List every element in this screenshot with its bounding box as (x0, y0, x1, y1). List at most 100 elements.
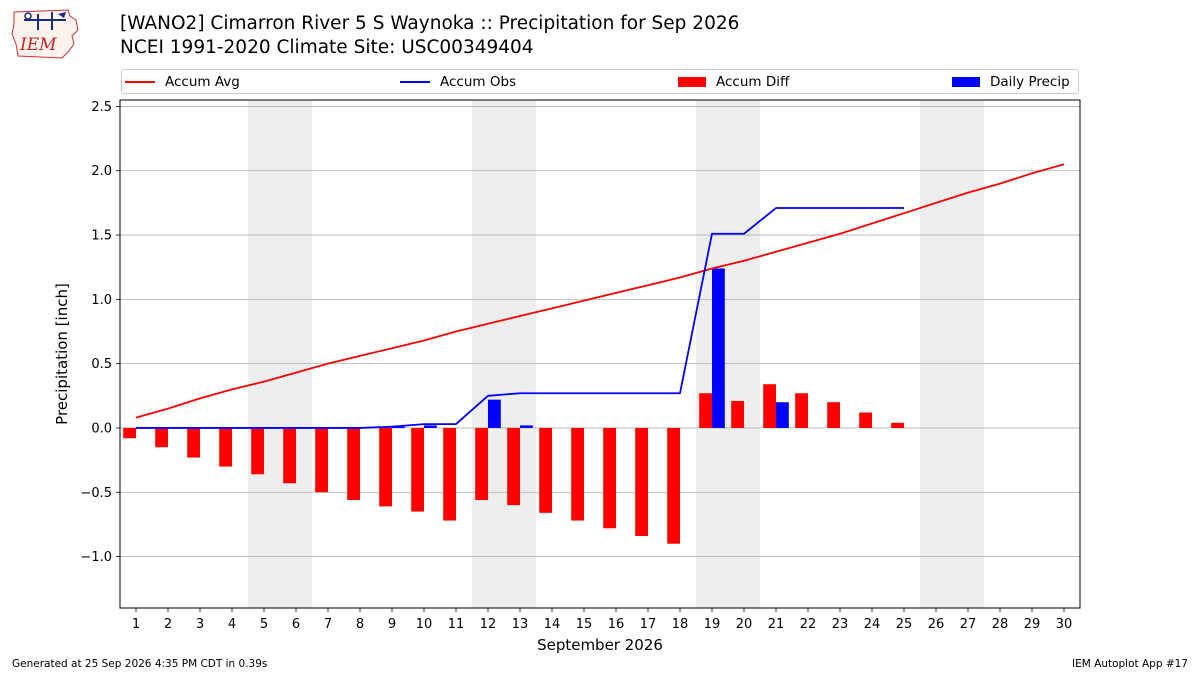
legend-swatch-accum-obs (400, 81, 430, 83)
accum-diff-bar-19 (699, 393, 712, 428)
bar-series (123, 268, 904, 544)
weekend-band-26 (920, 100, 952, 608)
accum-diff-bar-17 (635, 427, 648, 536)
weekend-band-13 (504, 100, 536, 608)
accum-diff-bar-11 (443, 427, 456, 521)
chart-title: [WANO2] Cimarron River 5 S Waynoka :: Pr… (120, 12, 739, 60)
x-tick-label-13: 13 (512, 617, 529, 632)
x-tick-label-9: 9 (388, 617, 396, 632)
legend-item-accum-diff: Accum Diff (678, 73, 789, 91)
y-tick-label-1: −0.5 (80, 486, 112, 501)
accum-obs-line (136, 207, 904, 429)
logo-text: IEM (19, 35, 57, 55)
accum-diff-bar-22 (795, 393, 808, 428)
grid-lines (120, 106, 1080, 557)
daily-precip-bar-12 (488, 399, 501, 428)
accum-diff-bar-24 (859, 412, 872, 428)
accum-diff-bar-4 (219, 427, 232, 467)
legend-label-daily-precip: Daily Precip (990, 74, 1070, 90)
x-tick-label-29: 29 (1024, 617, 1041, 632)
accum-diff-bar-20 (731, 400, 744, 428)
line-series (135, 163, 1065, 429)
accum-diff-bar-6 (283, 427, 296, 484)
weekend-band-5 (248, 100, 280, 608)
x-tick-label-25: 25 (896, 617, 913, 632)
accum-diff-bar-10 (411, 427, 424, 512)
weekend-band-6 (280, 100, 312, 608)
x-tick-label-16: 16 (608, 617, 625, 632)
x-tick-label-2: 2 (164, 617, 172, 632)
weekend-band-12 (472, 100, 504, 608)
x-tick-label-20: 20 (736, 617, 753, 632)
accum-diff-bar-14 (539, 427, 552, 513)
x-axis-label: September 2026 (537, 636, 663, 654)
daily-precip-bar-19 (712, 268, 725, 428)
y-tick-label-5: 1.5 (91, 229, 112, 244)
legend-item-daily-precip: Daily Precip (952, 73, 1070, 91)
accum-diff-bar-16 (603, 427, 616, 529)
legend-swatch-accum-avg (125, 81, 155, 83)
weekend-bands (248, 100, 984, 608)
daily-precip-bar-9 (392, 426, 405, 428)
y-tick-label-3: 0.5 (91, 357, 112, 372)
accum-diff-bar-5 (251, 427, 264, 475)
x-tick-label-18: 18 (672, 617, 689, 632)
x-tick-label-10: 10 (416, 617, 433, 632)
x-tick-label-24: 24 (864, 617, 881, 632)
accum-diff-bar-2 (155, 427, 168, 448)
x-tick-label-12: 12 (480, 617, 497, 632)
accum-diff-bar-15 (571, 427, 584, 521)
plot-frame (119, 99, 1081, 609)
x-tick-label-19: 19 (704, 617, 721, 632)
x-tick-label-27: 27 (960, 617, 977, 632)
x-tick-label-26: 26 (928, 617, 945, 632)
x-tick-label-17: 17 (640, 617, 657, 632)
accum-diff-bar-3 (187, 427, 200, 458)
accum-diff-bar-12 (475, 427, 488, 500)
x-tick-label-21: 21 (768, 617, 785, 632)
daily-precip-bar-10 (424, 425, 437, 428)
daily-precip-bar-21 (776, 402, 789, 428)
legend-label-accum-avg: Accum Avg (165, 74, 240, 90)
x-tick-label-23: 23 (832, 617, 849, 632)
x-tick-label-15: 15 (576, 617, 593, 632)
y-tick-label-6: 2.0 (91, 164, 112, 179)
accum-diff-bar-9 (379, 427, 392, 507)
x-tick-label-8: 8 (356, 617, 364, 632)
autoplot-app-label: IEM Autoplot App #17 (1072, 658, 1188, 670)
accum-diff-bar-1 (123, 427, 136, 439)
accum-diff-bar-25 (891, 422, 904, 428)
x-tick-label-11: 11 (448, 617, 465, 632)
x-tick-label-22: 22 (800, 617, 817, 632)
y-axis-label: Precipitation [inch] (53, 283, 71, 425)
title-line-2: NCEI 1991-2020 Climate Site: USC00349404 (120, 37, 534, 58)
daily-precip-bar-13 (520, 425, 533, 428)
generated-timestamp: Generated at 25 Sep 2026 4:35 PM CDT in … (12, 658, 268, 670)
legend-item-accum-obs: Accum Obs (400, 73, 516, 91)
x-tick-label-30: 30 (1056, 617, 1073, 632)
x-tick-label-5: 5 (260, 617, 268, 632)
x-tick-label-1: 1 (132, 617, 140, 632)
axes: −1.0−0.50.00.51.01.52.02.51 2 3 4 5 6 7 8 9 10 11 1… (80, 99, 1081, 632)
x-tick-label-14: 14 (544, 617, 561, 632)
accum-diff-bar-13 (507, 427, 520, 506)
title-line-1: [WANO2] Cimarron River 5 S Waynoka :: Pr… (120, 13, 740, 34)
y-tick-label-0: −1.0 (80, 550, 112, 565)
accum-diff-bar-7 (315, 427, 328, 493)
accum-avg-line (135, 163, 1065, 419)
iem-logo: IEM (8, 6, 82, 60)
y-tick-label-7: 2.5 (91, 100, 112, 115)
x-tick-label-6: 6 (292, 617, 300, 632)
legend-item-accum-avg: Accum Avg (125, 73, 240, 91)
weekend-band-27 (952, 100, 984, 608)
y-tick-label-2: 0.0 (91, 421, 112, 436)
legend-swatch-accum-diff (678, 77, 706, 87)
x-tick-label-28: 28 (992, 617, 1009, 632)
y-tick-label-4: 1.0 (91, 293, 112, 308)
legend-swatch-daily-precip (952, 77, 980, 87)
accum-diff-bar-23 (827, 402, 840, 428)
x-tick-label-3: 3 (196, 617, 204, 632)
accum-diff-bar-8 (347, 427, 360, 500)
chart-legend: Accum Avg Accum Obs Accum Diff Daily Pre… (121, 69, 1079, 94)
